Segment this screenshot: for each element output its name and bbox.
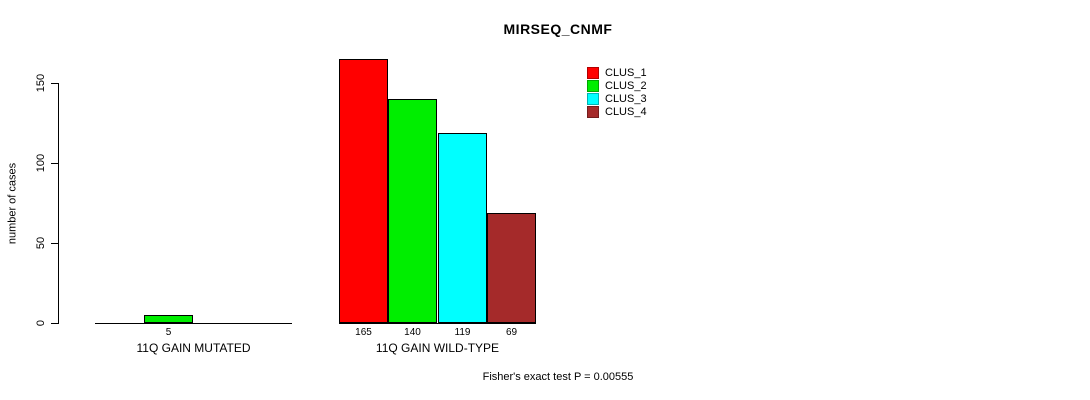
legend-color-swatch [587, 66, 599, 79]
bar-value-label: 69 [505, 327, 518, 338]
legend-item: CLUS_4 [587, 105, 647, 118]
legend-color-swatch [587, 92, 599, 105]
y-tick [51, 323, 58, 324]
y-tick-label: 150 [35, 73, 47, 93]
legend-item: CLUS_2 [587, 79, 647, 92]
bar-clus-4 [487, 213, 536, 323]
legend: CLUS_1 CLUS_2 CLUS_3 CLUS_4 [587, 66, 647, 118]
legend-item: CLUS_1 [587, 66, 647, 79]
y-axis-line [58, 83, 59, 324]
y-tick-label: 50 [35, 236, 47, 250]
bar-value-label: 165 [355, 327, 372, 338]
bar-clus-2 [388, 99, 437, 323]
bar-value-label: 119 [454, 327, 471, 338]
bar-clus-3 [438, 133, 487, 323]
legend-item-label: CLUS_1 [605, 66, 647, 79]
bar-clus-1 [339, 59, 388, 323]
bar-value-label: 5 [165, 327, 172, 338]
bar-value-label: 140 [404, 327, 421, 338]
group-label: 11Q GAIN MUTATED [136, 341, 251, 355]
legend-item-label: CLUS_2 [605, 79, 647, 92]
legend-color-swatch [587, 105, 599, 118]
chart-title: MIRSEQ_CNMF [503, 21, 613, 37]
x-axis-segment [95, 323, 292, 324]
legend-item: CLUS_3 [587, 92, 647, 105]
y-tick [51, 83, 58, 84]
legend-item-label: CLUS_3 [605, 92, 647, 105]
y-tick [51, 163, 58, 164]
y-axis-label: number of cases [6, 162, 19, 245]
group-label: 11Q GAIN WILD-TYPE [375, 341, 500, 355]
fisher-test-annotation: Fisher's exact test P = 0.00555 [482, 371, 634, 383]
legend-color-swatch [587, 79, 599, 92]
y-tick-label: 0 [35, 319, 47, 327]
y-tick-label: 100 [35, 153, 47, 173]
legend-item-label: CLUS_4 [605, 105, 647, 118]
bar-clus-2 [144, 315, 193, 323]
x-axis-segment [339, 323, 536, 324]
y-tick [51, 243, 58, 244]
